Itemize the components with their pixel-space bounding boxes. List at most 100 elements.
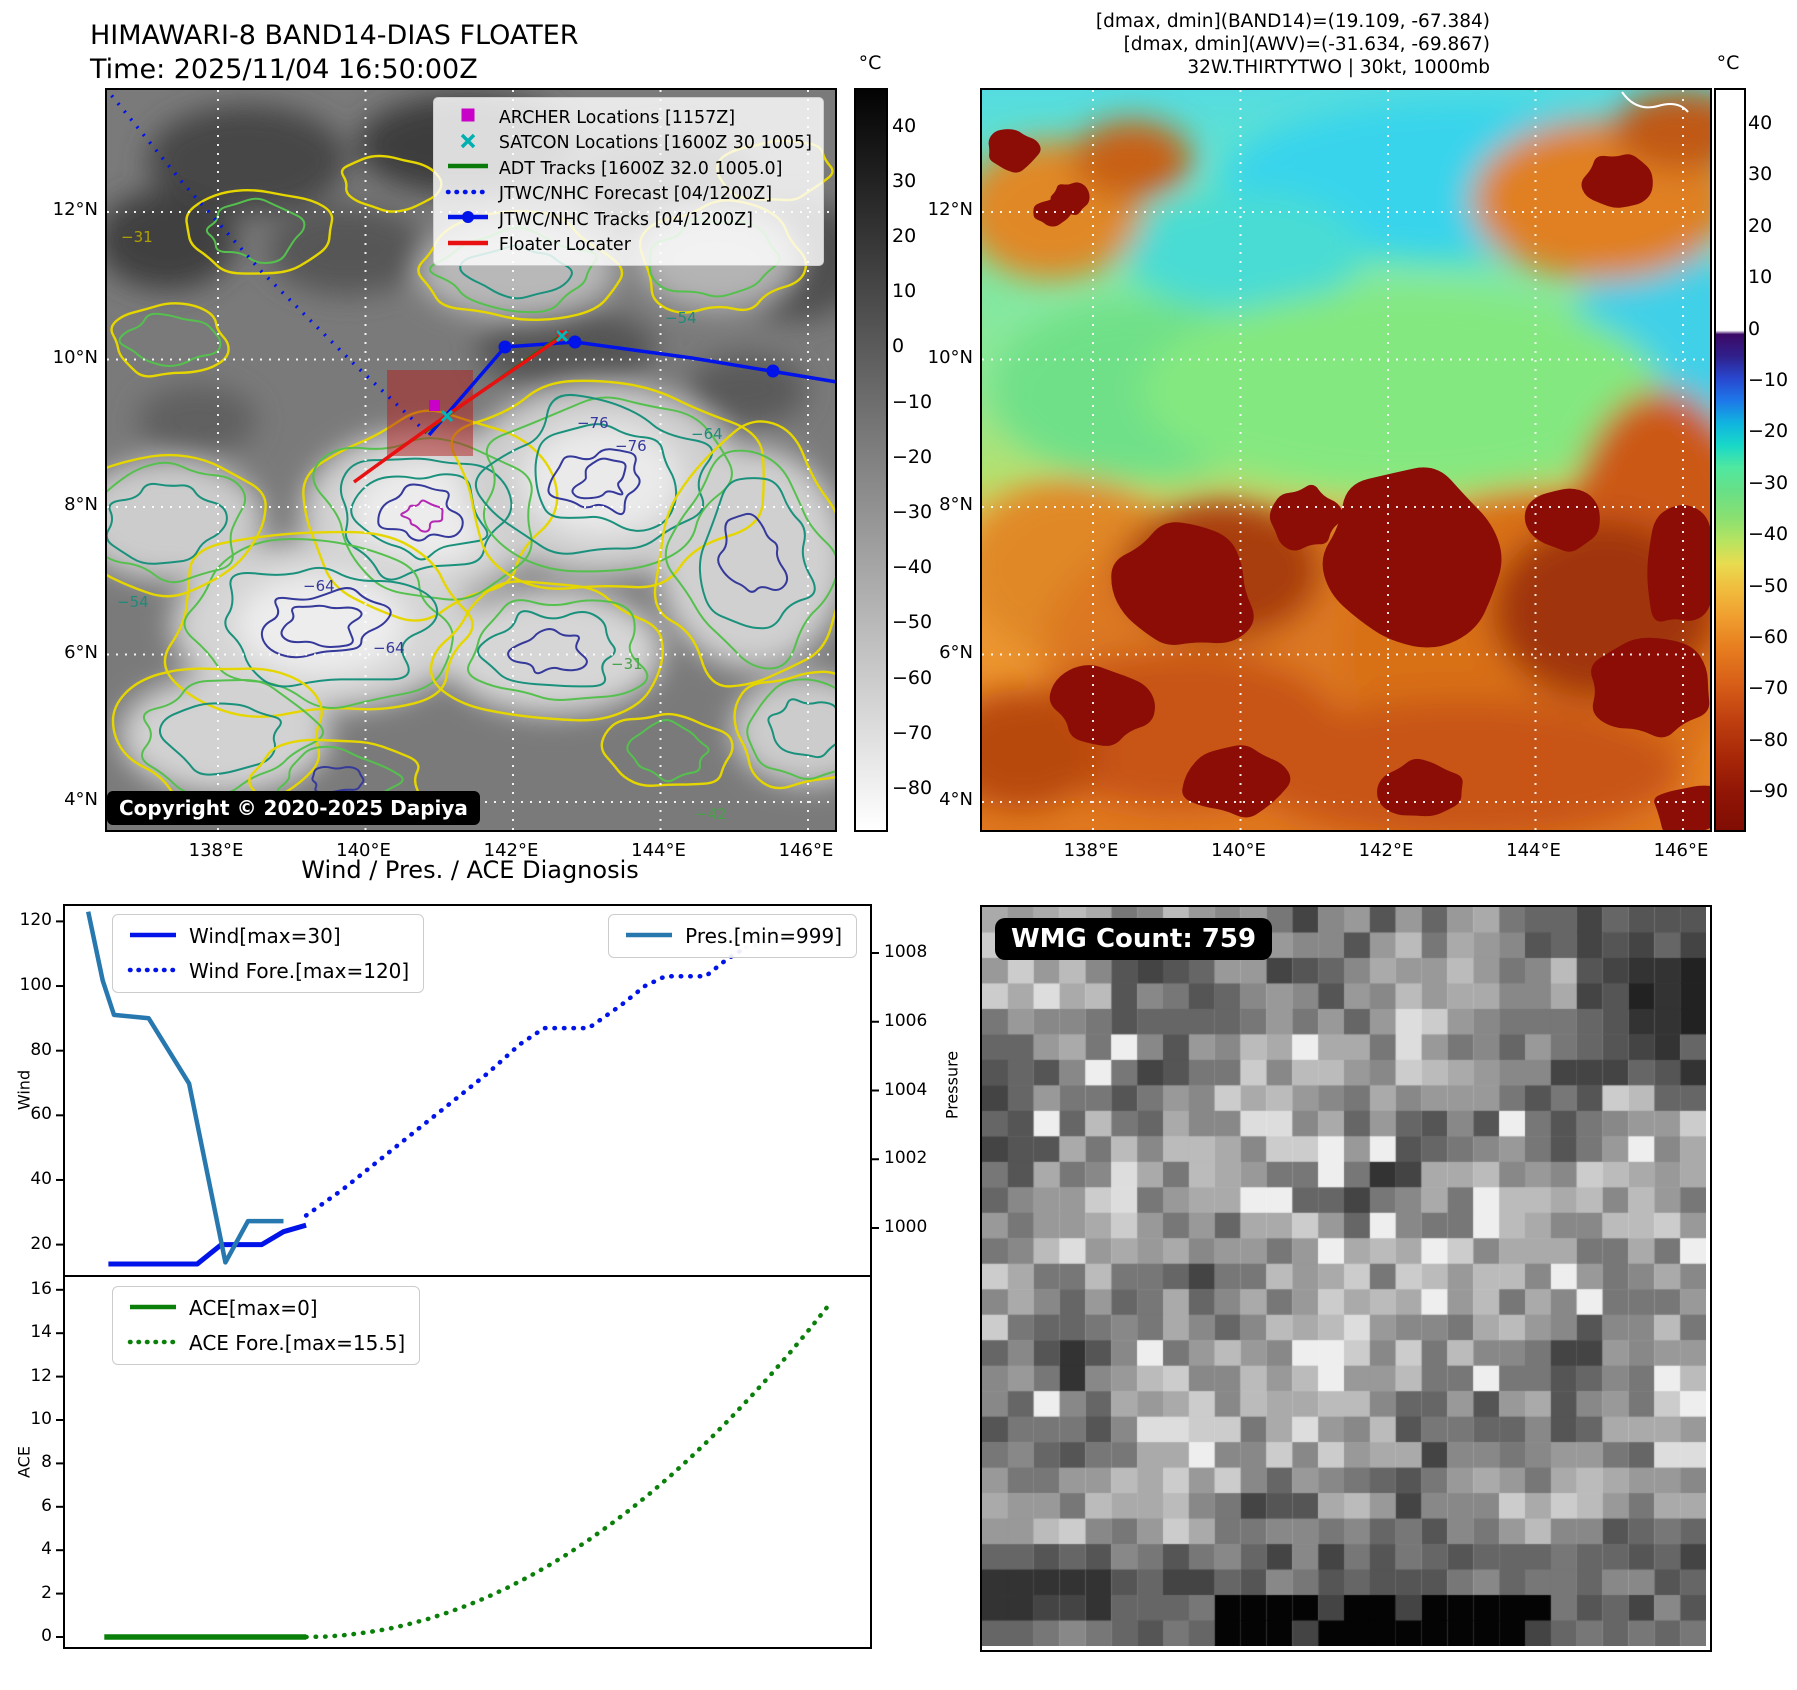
line-legend-marker xyxy=(447,240,488,245)
colorbar-tick-label: 40 xyxy=(892,114,917,137)
pressure-tick-label: 1006 xyxy=(884,1010,928,1031)
legend-label: ADT Tracks [1600Z 32.0 1005.0] xyxy=(498,158,783,179)
lat-tick-label: 12°N xyxy=(52,199,98,220)
legend-item: Wind[max=30] xyxy=(127,924,409,948)
colorbar-tick-label: 30 xyxy=(892,169,917,192)
legend-label: ARCHER Locations [1157Z] xyxy=(498,107,736,128)
colorbar-tick-label: −60 xyxy=(892,666,933,689)
legend-label: JTWC/NHC Tracks [04/1200Z] xyxy=(498,209,753,230)
colorbar-unit: °C xyxy=(1716,52,1740,74)
lat-tick-label: 6°N xyxy=(939,641,973,663)
dotted-marker-icon xyxy=(127,1331,179,1355)
figure-title: HIMAWARI-8 BAND14-DIAS FLOATER xyxy=(90,20,579,51)
ace-tick-label: 8 xyxy=(41,1452,52,1473)
dotted-legend-marker xyxy=(127,1339,179,1345)
wind-tick-label: 80 xyxy=(30,1039,52,1060)
awv-range-info: [dmax, dmin](AWV)=(-31.634, -69.867) xyxy=(1123,34,1490,55)
lat-tick-label: 8°N xyxy=(939,494,973,515)
colorbar-tick-label: −70 xyxy=(1748,677,1789,700)
legend-label: Floater Locater xyxy=(498,235,631,255)
colorbar-tick-label: −10 xyxy=(1748,369,1789,391)
lon-tick-label: 144°E xyxy=(1506,840,1561,861)
dotted-legend-marker xyxy=(445,189,491,194)
legend-item: ACE[max=0] xyxy=(127,1296,405,1320)
lon-tick-label: 142°E xyxy=(1358,840,1414,861)
lat-tick-label: 12°N xyxy=(927,199,973,220)
dotted-legend-marker xyxy=(127,967,179,973)
ace-legend: ACE[max=0] ACE Fore.[max=15.5] xyxy=(112,1286,421,1365)
legend-label: SATCON Locations [1600Z 30 1005] xyxy=(498,133,812,153)
lat-tick-label: 8°N xyxy=(64,494,98,515)
colorbar-tick-label: −20 xyxy=(1748,420,1789,443)
pressure-legend: Pres.[min=999] xyxy=(608,914,857,958)
lon-tick-label: 138°E xyxy=(1063,840,1119,861)
pressure-tick-label: 1002 xyxy=(884,1148,928,1169)
contour-label: −76 xyxy=(615,437,647,455)
colorbar-tick-label: 10 xyxy=(892,280,917,303)
colorbar-tick-label: −70 xyxy=(892,721,933,744)
line-dot-marker-icon xyxy=(445,209,491,230)
lon-tick-label: 142°E xyxy=(483,840,539,861)
wind-tick-label: 100 xyxy=(19,975,52,996)
solid-legend-marker xyxy=(626,932,673,938)
contour-label: −76 xyxy=(577,414,609,432)
ace-tick-label: 6 xyxy=(41,1495,52,1516)
legend-label: ACE Fore.[max=15.5] xyxy=(189,1331,406,1355)
contour-label: −54 xyxy=(117,593,149,611)
colorbar-tick-label: −60 xyxy=(1748,626,1789,648)
colorbar-tick-label: −40 xyxy=(1748,523,1789,546)
ace-tick-label: 4 xyxy=(41,1539,52,1560)
colorbar-tick-label: −10 xyxy=(892,390,933,413)
legend-item: ARCHER Locations [1157Z] xyxy=(445,107,812,128)
lon-tick-label: 140°E xyxy=(336,840,391,861)
wind-tick-label: 20 xyxy=(30,1233,52,1254)
lat-tick-label: 10°N xyxy=(52,346,98,368)
dotted-marker-icon xyxy=(127,959,179,983)
legend-item: Pres.[min=999] xyxy=(623,924,842,948)
wind-tick-label: 120 xyxy=(19,910,52,931)
copyright-badge: Copyright © 2020-2025 Dapiya xyxy=(107,791,480,825)
colorbar-tick-label: −50 xyxy=(1748,574,1789,597)
ace-tick-label: 2 xyxy=(41,1582,52,1603)
band14-colorbar xyxy=(854,88,888,832)
colorbar-tick-label: 0 xyxy=(892,335,905,358)
solid-legend-marker xyxy=(130,932,176,938)
x-legend-marker xyxy=(460,133,476,148)
legend-label: ACE[max=0] xyxy=(189,1296,318,1320)
wind-legend: Wind[max=30] Wind Fore.[max=120] xyxy=(112,914,425,993)
lon-tick-label: 146°E xyxy=(778,840,834,861)
line-marker-icon xyxy=(445,158,491,179)
ace-tick-label: 12 xyxy=(30,1365,52,1386)
line-marker-icon xyxy=(445,235,491,256)
wind-tick-label: 40 xyxy=(30,1168,52,1189)
solid-legend-marker xyxy=(130,1304,176,1310)
legend-label: Wind Fore.[max=120] xyxy=(189,959,410,983)
map-legend: ARCHER Locations [1157Z] SATCON Locations… xyxy=(432,97,824,266)
pressure-tick-label: 1008 xyxy=(884,942,928,962)
figure-time: Time: 2025/11/04 16:50:00Z xyxy=(90,54,478,85)
colorbar-tick-label: −80 xyxy=(1748,728,1789,751)
lon-tick-label: 140°E xyxy=(1211,840,1266,861)
diagnosis-title: Wind / Pres. / ACE Diagnosis xyxy=(301,856,639,884)
wmg-pixel-image xyxy=(982,907,1706,1646)
line-legend-marker xyxy=(447,163,488,169)
colorbar-tick-label: −30 xyxy=(1748,471,1789,494)
legend-item: Floater Locater xyxy=(445,235,812,256)
awv-map xyxy=(980,88,1712,832)
ace-tick-label: 0 xyxy=(41,1626,52,1646)
legend-label: Wind[max=30] xyxy=(189,924,341,948)
awv-map-image xyxy=(982,90,1710,830)
colorbar-tick-label: −20 xyxy=(892,445,933,468)
colorbar-tick-label: −90 xyxy=(1748,780,1789,803)
ace-tick-label: 16 xyxy=(30,1278,52,1299)
legend-item: JTWC/NHC Forecast [04/1200Z] xyxy=(445,184,812,205)
contour-label: −64 xyxy=(373,639,405,657)
solid-marker-icon xyxy=(127,1296,179,1320)
lat-tick-label: 4°N xyxy=(939,789,973,810)
ace-tick-label: 10 xyxy=(30,1409,52,1429)
lat-tick-label: 4°N xyxy=(64,789,98,810)
colorbar-tick-label: 20 xyxy=(892,225,917,247)
wind-tick-label: 60 xyxy=(30,1104,52,1125)
pressure-tick-label: 1000 xyxy=(884,1217,928,1237)
